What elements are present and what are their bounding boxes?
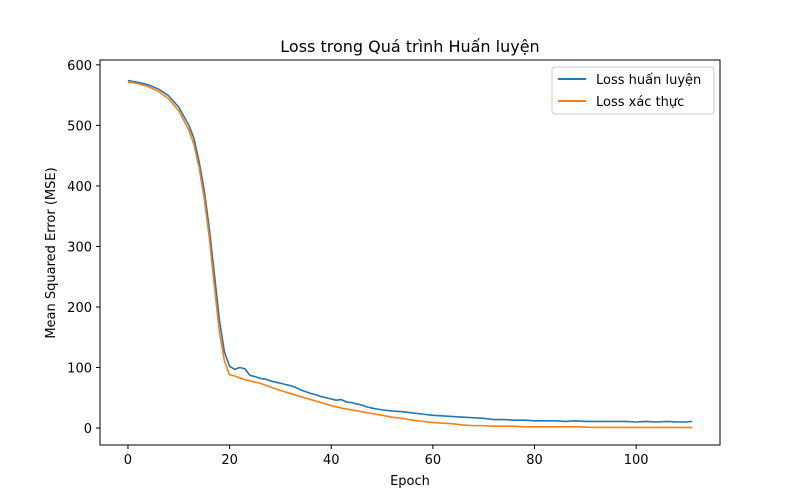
x-tick-label: 40 bbox=[323, 453, 340, 468]
plot-area bbox=[99, 59, 721, 446]
x-tick-label: 0 bbox=[124, 453, 132, 468]
series-line-0 bbox=[127, 79, 693, 423]
axis-ticks: 0 20 40 60 80 100 0 100 200 300 400 500 600 bbox=[67, 59, 648, 468]
x-axis-label: Epoch bbox=[390, 474, 430, 489]
y-tick-label: 300 bbox=[67, 240, 92, 255]
x-tick-label: 100 bbox=[624, 453, 649, 468]
y-tick-label: 200 bbox=[67, 301, 92, 316]
x-tick-label: 80 bbox=[526, 453, 543, 468]
y-tick-label: 400 bbox=[67, 180, 92, 195]
legend-label-train: Loss huấn luyện bbox=[596, 73, 701, 88]
y-tick-label: 600 bbox=[67, 59, 92, 74]
y-tick-label: 0 bbox=[84, 422, 92, 437]
y-tick-label: 500 bbox=[67, 119, 92, 134]
legend-label-val: Loss xác thực bbox=[596, 95, 684, 110]
plot-frame bbox=[99, 59, 721, 446]
series-line-1 bbox=[127, 81, 693, 429]
x-tick-label: 20 bbox=[221, 453, 238, 468]
x-tick-label: 60 bbox=[425, 453, 442, 468]
y-axis-label: Mean Squared Error (MSE) bbox=[44, 167, 59, 338]
legend-box bbox=[551, 66, 715, 115]
chart-title: Loss trong Quá trình Huấn luyện bbox=[280, 37, 539, 56]
y-tick-label: 100 bbox=[67, 362, 92, 377]
legend: Loss huấn luyện Loss xác thực bbox=[551, 66, 715, 115]
